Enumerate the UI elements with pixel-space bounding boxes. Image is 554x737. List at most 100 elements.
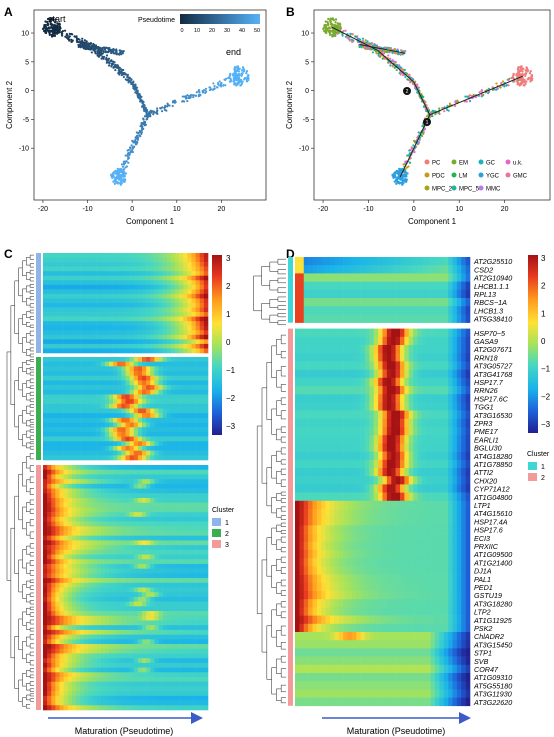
heat-cell: [84, 413, 89, 419]
heat-cell: [137, 275, 143, 281]
cell-point: [53, 28, 56, 32]
heat-cell: [170, 399, 176, 405]
heat-cell: [187, 483, 192, 489]
heat-cell: [55, 526, 60, 532]
cell-point: [58, 31, 61, 34]
cell-point: [85, 47, 88, 50]
heat-cell: [191, 399, 196, 405]
heat-cell: [166, 316, 172, 322]
heat-cell: [63, 465, 69, 471]
heat-cell: [175, 526, 180, 532]
heat-cell: [92, 408, 97, 414]
heat-cell: [129, 380, 135, 386]
heat-cell: [67, 535, 73, 541]
cell-point: [522, 67, 525, 71]
cell-point: [97, 50, 101, 53]
heat-cell: [142, 530, 147, 536]
heat-cell: [76, 399, 81, 405]
heat-cell: [100, 507, 106, 513]
heat-cell: [142, 289, 147, 295]
heat-cell: [104, 507, 110, 513]
heat-cell: [55, 399, 60, 405]
heat-cell: [113, 389, 118, 395]
heat-cell: [162, 403, 168, 409]
legend-tick-label: 50: [254, 28, 260, 34]
heat-cell: [117, 436, 122, 442]
heat-cell: [109, 431, 114, 437]
heat-cell: [100, 403, 106, 409]
heat-cell: [51, 526, 56, 532]
heat-cell: [80, 521, 85, 527]
heat-cell: [47, 540, 52, 546]
heat-cell: [104, 385, 110, 391]
cell-point: [129, 146, 132, 150]
cell-point: [529, 69, 532, 73]
heat-cell: [175, 427, 180, 433]
heat-cell: [88, 530, 93, 536]
heat-cell: [203, 445, 209, 451]
heat-cell: [80, 526, 85, 532]
cell-point: [134, 139, 137, 142]
heat-cell: [129, 549, 135, 555]
cell-point: [171, 100, 175, 103]
heat-cell: [183, 321, 188, 327]
heat-cell: [154, 427, 159, 433]
heat-cell: [59, 507, 64, 513]
heat-cell: [195, 445, 201, 451]
cell-point: [348, 39, 351, 42]
heat-cell: [199, 266, 205, 272]
heat-cell: [51, 403, 56, 409]
heat-cell: [125, 436, 130, 442]
heat-cell: [113, 271, 118, 277]
heat-cell: [109, 427, 114, 433]
heat-cell: [55, 455, 60, 461]
heat-cell: [150, 380, 155, 386]
heat-cell: [154, 321, 159, 327]
heat-cell: [162, 413, 168, 419]
heat-cell: [80, 275, 85, 281]
heat-cell: [121, 375, 126, 381]
heat-cell: [175, 266, 180, 272]
heat-cell: [63, 526, 69, 532]
heat-cell: [187, 371, 192, 377]
cell-point: [183, 95, 186, 98]
heat-cell: [104, 284, 110, 290]
cell-point: [387, 54, 390, 57]
heat-cell: [88, 431, 93, 437]
heat-cell: [113, 375, 118, 381]
heat-cell: [117, 371, 122, 377]
heat-cell: [125, 266, 130, 272]
heat-cell: [203, 330, 209, 336]
cell-point: [136, 89, 139, 92]
cell-point: [113, 182, 117, 185]
heat-cell: [154, 417, 159, 423]
heat-cell: [96, 474, 102, 480]
heat-cell: [158, 540, 163, 546]
cell-point: [368, 43, 372, 47]
x-axis-ticks: -20 -10 0 10 20: [38, 200, 225, 213]
heat-cell: [187, 303, 192, 308]
heat-cell: [166, 413, 172, 419]
cell-point: [234, 70, 237, 73]
heat-cell: [63, 275, 69, 281]
heat-cell: [195, 289, 201, 295]
cell-point: [131, 150, 134, 154]
heat-cell: [63, 403, 69, 409]
heat-cell: [67, 262, 73, 267]
heat-cell: [162, 535, 168, 541]
heat-cell: [71, 280, 77, 286]
heat-cell: [84, 431, 89, 437]
legend-label: LM: [459, 174, 467, 180]
heat-cell: [59, 422, 64, 428]
heat-cell: [67, 307, 73, 313]
heat-cell: [154, 545, 159, 551]
cell-point: [122, 160, 125, 163]
heat-cell: [142, 385, 147, 391]
legend-label: GC: [486, 161, 496, 167]
heat-cell: [203, 357, 209, 362]
heat-cell: [125, 403, 130, 409]
heat-cell: [51, 535, 56, 541]
heat-cell: [133, 330, 139, 336]
heat-cell: [142, 488, 147, 494]
